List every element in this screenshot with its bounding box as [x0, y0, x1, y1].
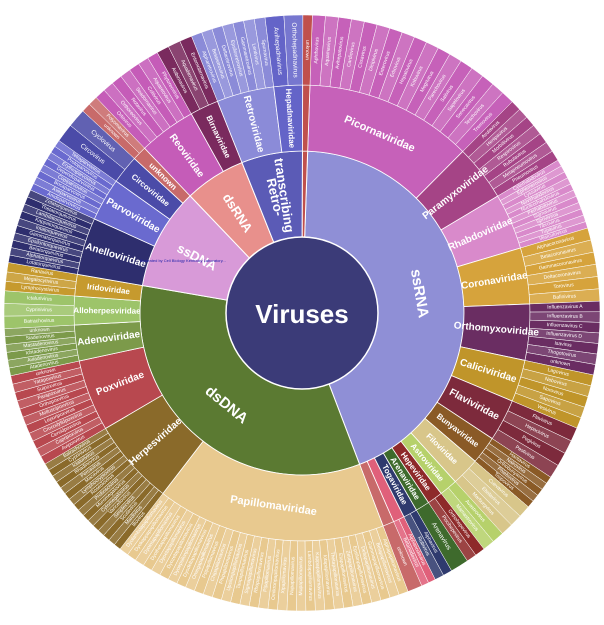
genus-label: Omikronpapillomavirus [271, 549, 282, 601]
genus-label: Batrachovirus [24, 318, 55, 325]
genus-label: Aviadenovirus [27, 352, 59, 363]
family-label-hepadnaviridae: Hepadnaviridae [284, 88, 297, 149]
genus-label: Ictalurivirus [27, 295, 53, 302]
center-label: Viruses [255, 299, 348, 329]
genus-label: Kappapapillomavirus [314, 552, 323, 599]
genus-label: Nupapillomavirus [289, 556, 296, 595]
genus-label: unknown [35, 367, 56, 377]
genus-label: Cardiovirus [346, 41, 357, 67]
genus-label: Nebovirus [544, 376, 568, 388]
genus-label: Thogotovirus [547, 349, 577, 360]
genus-label: Iotapapillomavirus [321, 555, 331, 596]
genus-arc [302, 14, 313, 86]
genus-label: unknown [550, 358, 571, 368]
genus-label: Aquamavirus [324, 36, 333, 66]
genus-label: Isavirus [554, 341, 572, 349]
genus-label: Mupapillomavirus [298, 556, 304, 595]
genus-label: Lentivirus [250, 43, 260, 66]
genus-label: unknown [29, 327, 50, 334]
genus-label: Lymphocystivirus [21, 284, 60, 293]
genus-label: Influenzavirus C [547, 322, 583, 330]
genus-label: Deltacoronavirus [543, 270, 581, 281]
genus-label: Lagovirus [547, 367, 570, 378]
genus-label: Torovirus [553, 282, 574, 290]
genus-label: Bafinivirus [553, 293, 577, 300]
genus-label: Influenzavirus A [547, 304, 583, 311]
genus-label: Lambdapapillomavirus [306, 551, 313, 602]
genus-label: Avihepatovirus [335, 36, 346, 70]
genus-label: Siadenovirus [25, 333, 55, 342]
center-circle [225, 236, 379, 390]
family-label-alloherpesviridae: Alloherpesviridae [73, 306, 141, 316]
genus-label: Atadenovirus [29, 359, 59, 371]
genus-label: Thetapapillomavirus [329, 551, 341, 597]
genus-label: Cosavirus [357, 45, 368, 69]
genus-label: Ranavirus [31, 268, 55, 277]
genus-label: Orthohepadnavirus [290, 22, 299, 78]
genus-label: Mastadenovirus [23, 339, 59, 349]
ring-layers [3, 14, 601, 612]
genus-label: Xipapillomavirus [280, 557, 288, 594]
genus-label: Influenzavirus D [546, 331, 583, 340]
genus-label: Spumavirus [260, 39, 270, 66]
attribution-text: Illustrated by Cell Biology Kentucky Lab… [140, 258, 226, 263]
genus-label: Cyprinivirus [26, 307, 53, 313]
genus-label: Aphthovirus [313, 37, 321, 64]
genus-label: Avihepadnavirus [272, 27, 283, 76]
genus-label: Megalocytivirus [24, 276, 59, 286]
genus-label: Ichtadenovirus [25, 346, 59, 357]
genus-label: unknown [304, 40, 310, 60]
genus-label: Influenzavirus B [547, 313, 583, 319]
genus-label: Pipapillomavirus [262, 555, 273, 592]
